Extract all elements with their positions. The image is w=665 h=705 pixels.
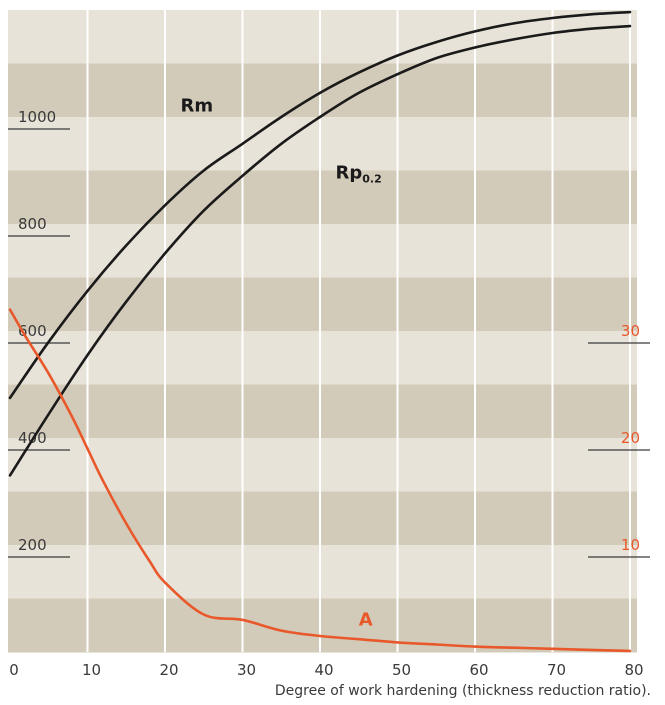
x-tick-label: 20	[159, 661, 178, 679]
right-tick-label: 20	[621, 429, 640, 447]
series-line-rp0-2	[8, 24, 632, 477]
series-lines	[8, 10, 632, 653]
x-axis-label: Degree of work hardening (thickness redu…	[275, 683, 651, 699]
series-line-a	[8, 308, 632, 653]
series-labels: Rm Rp0.2 A	[181, 96, 382, 631]
x-tick-label: 60	[469, 661, 488, 679]
x-tick-label: 50	[392, 661, 411, 679]
background-band	[8, 491, 637, 546]
x-tick-label: 70	[547, 661, 566, 679]
background-band	[8, 277, 637, 332]
background-band	[8, 545, 637, 599]
series-label-rm: Rm	[181, 96, 214, 117]
background-band	[8, 117, 637, 171]
left-tick-label: 800	[18, 215, 47, 233]
background-band	[8, 331, 637, 385]
left-tick-label: 1000	[18, 108, 56, 126]
background-band	[8, 170, 637, 225]
right-tick-label: 10	[621, 536, 640, 554]
right-tick-label: 30	[621, 322, 640, 340]
x-tick-label: 10	[82, 661, 101, 679]
background-band	[8, 224, 637, 278]
x-tick-label: 40	[314, 661, 333, 679]
x-tick-label: 80	[624, 661, 643, 679]
series-label-a: A	[359, 609, 373, 630]
series-label-rp0-2: Rp0.2	[336, 163, 382, 186]
background-bands	[8, 10, 637, 653]
background-band	[8, 384, 637, 439]
vertical-grid	[86, 10, 631, 652]
x-tick-label: 0	[9, 661, 19, 679]
background-band	[8, 438, 637, 492]
x-tick-label: 30	[237, 661, 256, 679]
background-band	[8, 598, 637, 653]
series-line-rm	[8, 10, 632, 400]
right-axis: 10 20 30	[588, 322, 650, 558]
x-axis: 0 10 20 30 40 50 60 70 80	[9, 661, 643, 679]
left-tick-label: 200	[18, 536, 47, 554]
